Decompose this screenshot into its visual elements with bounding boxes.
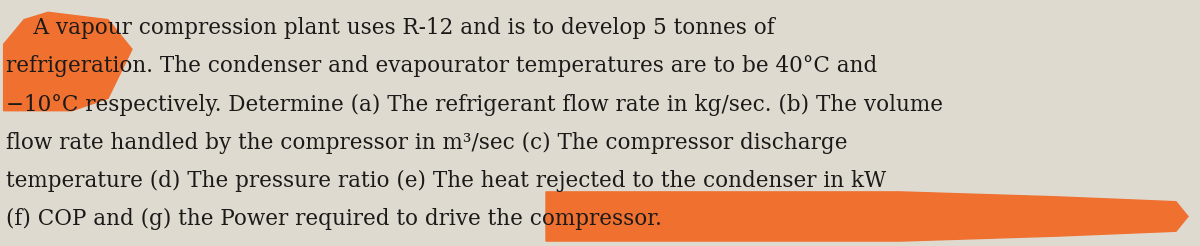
Text: temperature (d) The pressure ratio (e) The heat rejected to the condenser in kW: temperature (d) The pressure ratio (e) T…: [6, 170, 887, 192]
Polygon shape: [546, 192, 1188, 241]
Text: flow rate handled by the compressor in m³/sec (c) The compressor discharge: flow rate handled by the compressor in m…: [6, 132, 847, 154]
Text: A vapour compression plant uses R-12 and is to develop 5 tonnes of: A vapour compression plant uses R-12 and…: [6, 17, 775, 39]
Text: −10°C respectively. Determine (a) The refrigerant flow rate in kg/sec. (b) The v: −10°C respectively. Determine (a) The re…: [6, 93, 943, 116]
Polygon shape: [4, 12, 132, 111]
Text: (f) COP and (g) the Power required to drive the compressor.: (f) COP and (g) the Power required to dr…: [6, 208, 662, 230]
Text: refrigeration. The condenser and evapourator temperatures are to be 40°C and: refrigeration. The condenser and evapour…: [6, 55, 877, 77]
